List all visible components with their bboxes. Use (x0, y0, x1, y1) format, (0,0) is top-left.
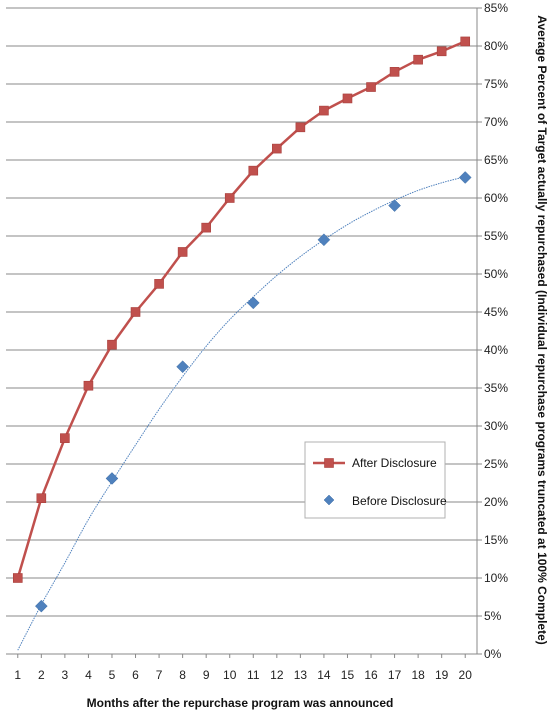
x-tick-label: 10 (223, 668, 237, 682)
y-tick-label: 85% (484, 1, 508, 15)
y-tick-label: 30% (484, 419, 508, 433)
y-tick-label: 0% (484, 647, 502, 661)
x-tick-label: 11 (247, 668, 260, 682)
y-tick-label: 20% (484, 495, 508, 509)
data-point-after (12, 573, 23, 583)
legend-marker-after (324, 458, 334, 468)
y-tick-label: 25% (484, 457, 508, 471)
x-tick-label: 8 (179, 668, 186, 682)
data-point-after (201, 222, 211, 233)
legend-label-before: Before Disclosure (352, 494, 447, 508)
data-point-after (177, 247, 188, 257)
data-point-after (272, 143, 282, 154)
x-tick-label: 7 (156, 668, 163, 682)
y-tick-label: 80% (484, 39, 508, 53)
y-tick-label: 5% (484, 609, 502, 623)
x-tick-label: 17 (388, 668, 402, 682)
data-point-before (317, 233, 331, 247)
series-layer (12, 36, 472, 613)
data-point-after (107, 339, 117, 350)
data-point-after (248, 165, 259, 176)
y-tick-label: 60% (484, 191, 508, 205)
data-point-after (389, 67, 400, 77)
data-point-before (176, 360, 189, 374)
data-point-after (36, 493, 47, 504)
x-tick-label: 12 (270, 668, 284, 682)
y-tick-label: 50% (484, 267, 508, 281)
x-tick-label: 18 (411, 668, 425, 682)
x-tick-label: 14 (317, 668, 331, 682)
x-axis-ticks: 1 2 3 4 5 6 7 8 9 10 11 12 13 14 15 16 17 18 19 20 (14, 654, 472, 682)
data-point-before (34, 599, 48, 613)
data-point-after (60, 433, 70, 443)
y-tick-label: 55% (484, 229, 508, 243)
y-tick-label: 45% (484, 305, 508, 319)
data-point-after (366, 82, 376, 92)
data-point-after (295, 122, 306, 133)
y-axis-title: Average Percent of Target actually repur… (535, 15, 549, 645)
data-point-after (436, 46, 447, 57)
y-tick-label: 15% (484, 533, 508, 547)
legend-marker-before (323, 494, 335, 506)
x-tick-label: 13 (294, 668, 308, 682)
data-point-before (246, 296, 260, 310)
data-point-after (319, 105, 329, 116)
x-tick-label: 19 (435, 668, 449, 682)
x-tick-label: 16 (364, 668, 378, 682)
y-tick-label: 40% (484, 343, 508, 357)
x-tick-label: 3 (62, 668, 69, 682)
legend: After Disclosure Before Disclosure (304, 441, 447, 519)
x-tick-label: 20 (459, 668, 473, 682)
gridlines (6, 7, 477, 617)
x-axis-title: Months after the repurchase program was … (87, 696, 394, 710)
y-tick-label: 35% (484, 381, 508, 395)
y-axis-ticks: 0% 5% 10% 15% 20% 25% 30% 35% 40% 45% 50% 55% 60% 65%… (477, 1, 508, 661)
data-point-after (224, 193, 235, 203)
y-tick-label: 10% (484, 571, 508, 585)
data-point-before (105, 472, 119, 485)
y-tick-label: 70% (484, 115, 508, 129)
x-tick-label: 15 (341, 668, 355, 682)
x-tick-label: 9 (203, 668, 210, 682)
x-tick-label: 6 (132, 668, 139, 682)
x-tick-label: 4 (85, 668, 92, 682)
data-point-after (83, 380, 94, 391)
trendline-path (17, 176, 466, 651)
data-point-before (458, 171, 472, 184)
legend-label-after: After Disclosure (352, 456, 437, 470)
data-point-after (154, 279, 164, 289)
data-point-after (130, 307, 141, 317)
data-point-after (413, 54, 423, 65)
x-tick-label: 2 (38, 668, 45, 682)
trendline-before-disclosure (17, 176, 466, 651)
data-point-after (342, 93, 353, 104)
x-tick-label: 1 (14, 668, 21, 682)
data-point-after (460, 36, 471, 47)
legend-box (304, 441, 446, 519)
x-tick-label: 5 (109, 668, 116, 682)
data-point-before (388, 199, 401, 212)
y-tick-label: 75% (484, 77, 508, 91)
y-tick-label: 65% (484, 153, 508, 167)
